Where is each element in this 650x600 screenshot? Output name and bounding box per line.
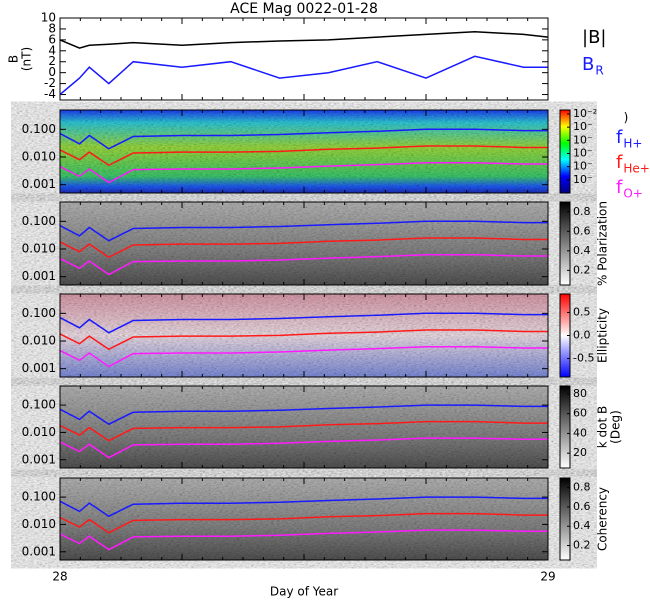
plot-frame bbox=[59, 385, 549, 469]
series-line bbox=[59, 329, 548, 351]
colorbar-tick-label: 0.4 bbox=[573, 519, 591, 532]
legend-label: f bbox=[616, 152, 623, 173]
colorbar-tick-label: 0.8 bbox=[573, 205, 591, 218]
colorbar-tick-label: 0.4 bbox=[573, 244, 591, 257]
colorbar-tick-label: 0.2 bbox=[573, 263, 591, 276]
colorbar-tick-label: 40 bbox=[573, 426, 587, 439]
colorbar bbox=[559, 477, 571, 561]
colorbar-tick-label: 80 bbox=[573, 387, 587, 400]
colorbar-tick-label: 0.6 bbox=[573, 500, 591, 513]
colorbar-tick-label: 0.2 bbox=[573, 539, 591, 552]
colorbar-tick-label: 10⁻ bbox=[573, 146, 593, 159]
series-line bbox=[59, 220, 548, 242]
y-tick-label: 8 bbox=[48, 21, 56, 35]
series-line bbox=[59, 420, 548, 442]
x-axis-label: Day of Year bbox=[270, 585, 338, 599]
colorbar-tick-label: 10⁻ bbox=[573, 173, 593, 186]
colorbar-tick-label: 0.0 bbox=[573, 329, 591, 342]
colorbar bbox=[559, 201, 571, 286]
y-tick-label: 0.010 bbox=[22, 242, 56, 256]
colorbar-tick-label: 10⁻ bbox=[573, 120, 593, 133]
colorbar-tick-label: 10⁻ bbox=[573, 160, 593, 173]
y-tick-label: 6 bbox=[48, 32, 56, 46]
plot-frame bbox=[59, 477, 549, 561]
legend-label: f bbox=[616, 177, 623, 198]
colorbar-tick-label: 20 bbox=[573, 446, 587, 459]
y-tick-label: 0.100 bbox=[22, 214, 56, 228]
plot-frame bbox=[59, 293, 549, 378]
colorbar-tick-label: 0.6 bbox=[573, 224, 591, 237]
colorbar-tick-label: 0.8 bbox=[573, 481, 591, 494]
legend-label: |B| bbox=[582, 27, 606, 48]
plot-frame bbox=[59, 201, 549, 286]
y-tick-label: 0.100 bbox=[22, 306, 56, 320]
series-line bbox=[59, 128, 548, 150]
series-line bbox=[59, 145, 548, 167]
y-tick-label: 0.010 bbox=[22, 425, 56, 439]
chart-title: ACE Mag 0022-01-28 bbox=[230, 1, 378, 17]
x-tick-label: 28 bbox=[52, 570, 67, 584]
colorbar-tick-label: 10⁻² bbox=[573, 107, 597, 120]
colorbar-tick-label: 0.5 bbox=[573, 305, 591, 318]
colorbar-tick-label: 60 bbox=[573, 407, 587, 420]
y-tick-label: 0.010 bbox=[22, 150, 56, 164]
colorbar-label: Ellipticity bbox=[596, 308, 610, 363]
legend-label: f bbox=[616, 127, 623, 148]
series-line bbox=[59, 345, 548, 368]
y-tick-label: 0.001 bbox=[22, 361, 56, 375]
series-line bbox=[59, 30, 549, 49]
series-line bbox=[59, 312, 548, 334]
y-tick-label: 0.100 bbox=[22, 122, 56, 136]
x-tick-label: 29 bbox=[540, 570, 555, 584]
legend-subscript: R bbox=[595, 64, 603, 78]
legend-subscript: O+ bbox=[623, 187, 643, 201]
series-line bbox=[59, 161, 548, 184]
y-tick-label: 0.010 bbox=[22, 334, 56, 348]
series-line bbox=[59, 437, 548, 459]
colorbar-label: Coherency bbox=[596, 487, 610, 551]
legend-subscript: He+ bbox=[623, 162, 649, 176]
y-tick-label: 0.001 bbox=[22, 544, 56, 558]
y-axis-label: (nT) bbox=[20, 47, 34, 71]
plot-frame bbox=[59, 109, 549, 194]
y-tick-label: 0.001 bbox=[22, 269, 56, 283]
y-tick-label: 2 bbox=[48, 54, 56, 68]
plot-frame bbox=[59, 17, 549, 101]
y-tick-label: -4 bbox=[44, 87, 56, 101]
colorbar-tick-label: -0.5 bbox=[573, 352, 594, 365]
series-line bbox=[59, 55, 548, 96]
colorbar bbox=[559, 109, 571, 194]
y-tick-label: 0 bbox=[48, 65, 56, 79]
colorbar-tick-label: 10⁻ bbox=[573, 133, 593, 146]
spectrogram-background bbox=[60, 386, 548, 468]
series-line bbox=[59, 512, 548, 534]
series-line bbox=[59, 404, 548, 426]
legend-label: B bbox=[582, 54, 594, 75]
spectrogram-background bbox=[60, 110, 548, 193]
colorbar-label: % Polarization bbox=[596, 201, 610, 286]
y-tick-label: 10 bbox=[41, 11, 56, 25]
y-tick-label: 0.100 bbox=[22, 490, 56, 504]
y-tick-label: 0.100 bbox=[22, 398, 56, 412]
colorbar-label: k dot B bbox=[596, 406, 610, 448]
legend-subscript: H+ bbox=[623, 137, 642, 151]
y-axis-label: B bbox=[7, 55, 21, 63]
series-line bbox=[59, 237, 548, 259]
colorbar bbox=[559, 385, 571, 469]
y-tick-label: 4 bbox=[48, 43, 56, 57]
series-line bbox=[59, 529, 548, 551]
colorbar-label: ) bbox=[624, 111, 629, 125]
y-tick-label: 0.001 bbox=[22, 177, 56, 191]
series-line bbox=[59, 496, 548, 518]
y-tick-label: 0.001 bbox=[22, 452, 56, 466]
y-tick-label: -2 bbox=[44, 76, 56, 90]
y-tick-label: 0.010 bbox=[22, 517, 56, 531]
spectrogram-background bbox=[60, 294, 548, 377]
colorbar-label: (Deg) bbox=[609, 410, 623, 444]
series-line bbox=[59, 253, 548, 276]
spectrogram-background bbox=[60, 478, 548, 560]
spectrogram-background bbox=[60, 202, 548, 285]
